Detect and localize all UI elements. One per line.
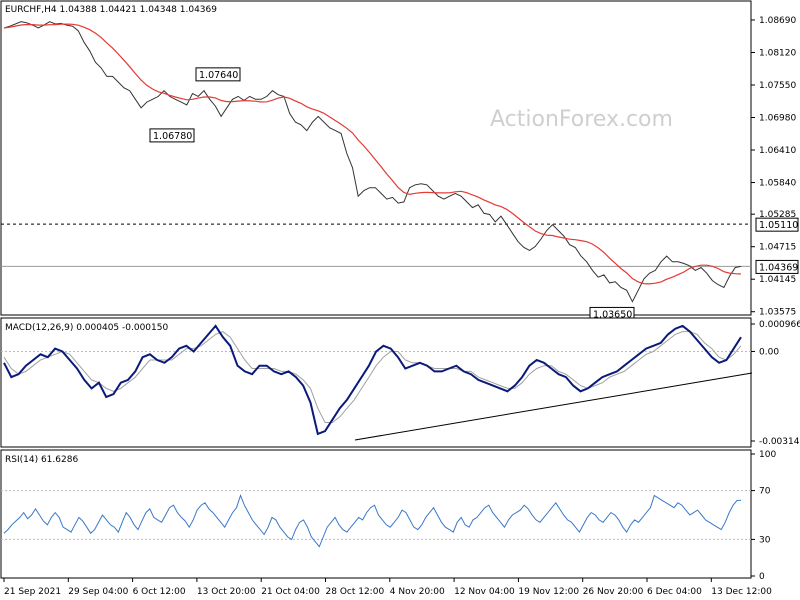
time-tick-label: 12 Nov 04:00 [454, 587, 515, 597]
rsi-panel-frame [0, 449, 752, 579]
price-axis-tick-label: 1.04145 [759, 275, 796, 285]
time-tick-label: 13 Dec 12:00 [711, 587, 772, 597]
price-axis-tick-label: 1.05285 [759, 210, 796, 220]
price-axis-tick-label: 1.06980 [759, 114, 796, 124]
rsi-axis: 100 70 30 0 [751, 450, 776, 582]
current-price-label: 1.04369 [759, 262, 798, 273]
price-axis: 1.08690 1.08120 1.07550 1.06980 1.06410 1.058… [751, 16, 799, 318]
time-tick-label: 21 Sep 2021 [4, 587, 61, 597]
price-axis-tick-label: 1.07550 [759, 81, 796, 91]
rsi-axis-tick-label: 30 [759, 535, 771, 545]
time-tick-label: 13 Oct 20:00 [197, 587, 256, 597]
macd-panel: MACD(12,26,9) 0.000405 -0.000150 0.00096… [0, 317, 800, 448]
price-panel: ActionForex.com 1.07640 1.06780 1.03650 EU… [0, 0, 799, 321]
level-price-label-box [755, 217, 799, 232]
time-tick-label: 26 Nov 20:00 [583, 587, 644, 597]
moving-average-line [3, 23, 742, 285]
level-price-label: 1.05110 [759, 220, 798, 231]
macd-axis-tick-label: 0.000966 [759, 320, 800, 330]
rsi-panel: RSI(14) 61.6286 100 70 30 0 [0, 449, 776, 582]
price-header: EURCHF,H4 1.04388 1.04421 1.04348 1.0436… [5, 5, 217, 15]
price-annotation-label: 1.03650 [593, 309, 632, 320]
price-annotation-label-box [195, 67, 241, 82]
macd-axis-tick-label: -0.003149 [759, 437, 800, 447]
macd-trendline [354, 372, 753, 441]
rsi-axis-tick-label: 100 [759, 450, 776, 460]
price-axis-tick-label: 1.03575 [759, 308, 796, 318]
price-axis-tick-label: 1.08690 [759, 16, 796, 26]
rsi-axis-tick-label: 70 [759, 487, 771, 497]
time-tick-label: 4 Nov 20:00 [390, 587, 445, 597]
price-axis-tick-label: 1.06410 [759, 146, 796, 156]
macd-header: MACD(12,26,9) 0.000405 -0.000150 [5, 323, 168, 333]
time-tick-label: 6 Oct 12:00 [133, 587, 186, 597]
macd-axis-tick-label: 0.00 [759, 347, 779, 357]
macd-signal-line [3, 331, 742, 423]
watermark: ActionForex.com [490, 107, 673, 132]
rsi-line [3, 494, 741, 548]
price-annotation-label: 1.06780 [153, 131, 192, 142]
price-axis-tick-label: 1.08120 [759, 48, 796, 58]
time-axis: 21 Sep 2021 29 Sep 04:00 6 Oct 12:00 13 Oct… [3, 578, 772, 597]
macd-line [3, 324, 742, 436]
time-tick-label: 6 Dec 04:00 [647, 587, 702, 597]
price-panel-frame [0, 0, 752, 316]
current-price-label-box [755, 259, 799, 274]
time-tick-label: 21 Oct 04:00 [261, 587, 320, 597]
time-tick-label: 28 Oct 12:00 [326, 587, 385, 597]
time-tick-label: 19 Nov 12:00 [518, 587, 579, 597]
price-annotation-label: 1.07640 [199, 70, 238, 81]
price-annotation-label-box [149, 128, 195, 143]
price-axis-tick-label: 1.04715 [759, 243, 796, 253]
time-tick-label: 29 Sep 04:00 [68, 587, 128, 597]
rsi-axis-tick-label: 0 [759, 572, 765, 582]
price-axis-tick-label: 1.05840 [759, 179, 796, 189]
macd-axis: 0.000966 0.00 -0.003149 [751, 320, 800, 447]
price-annotations: 1.07640 1.06780 1.03650 [149, 67, 635, 321]
price-series-line [3, 21, 742, 303]
macd-panel-frame [0, 317, 752, 448]
rsi-header: RSI(14) 61.6286 [5, 455, 78, 465]
